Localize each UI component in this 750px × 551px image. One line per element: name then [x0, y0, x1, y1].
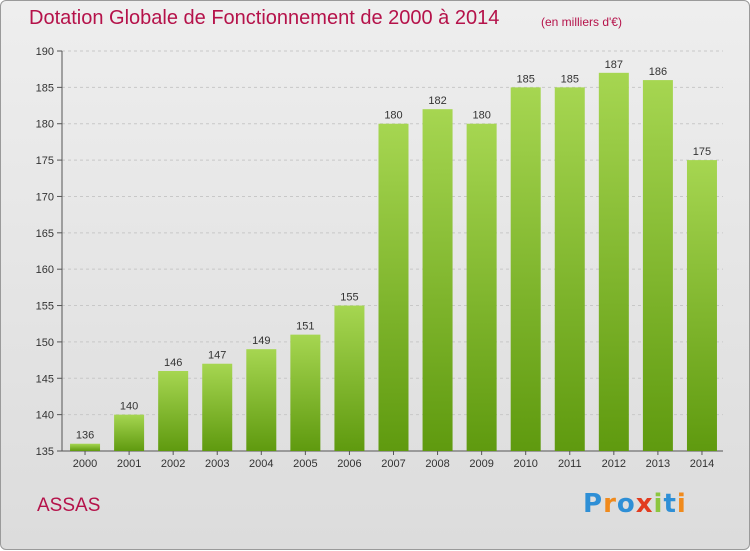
x-tick-label: 2000 — [73, 458, 97, 470]
x-tick-label: 2005 — [293, 458, 317, 470]
x-tick-label: 2008 — [425, 458, 449, 470]
bar — [70, 443, 101, 451]
bar-value-label: 136 — [76, 430, 94, 442]
bar — [158, 371, 189, 451]
labels: 136 140 146 147 149 151 155 180 182 180 185 185 187 1… — [76, 59, 711, 442]
bar-value-label: 186 — [649, 66, 667, 78]
bar — [598, 72, 629, 452]
bar-value-label: 151 — [296, 321, 314, 333]
y-tick-label: 145 — [36, 373, 54, 385]
y-tick-label: 170 — [36, 191, 54, 203]
bar — [202, 363, 233, 451]
bar-value-label: 146 — [164, 357, 182, 369]
x-tick-label: 2002 — [161, 458, 185, 470]
bar-value-label: 182 — [428, 95, 446, 107]
x-tick-label: 2010 — [513, 458, 537, 470]
bar — [334, 305, 365, 451]
bar — [642, 80, 673, 451]
proxiti-logo[interactable]: Proxiti — [583, 489, 687, 519]
chart-subtitle: (en milliers d'€) — [541, 15, 622, 29]
bar-value-label: 180 — [472, 110, 490, 122]
x-tick-label: 2013 — [646, 458, 670, 470]
bar — [466, 123, 497, 452]
bar-value-label: 187 — [605, 59, 623, 71]
x-tick-label: 2011 — [558, 458, 582, 470]
x-tick-label: 2007 — [381, 458, 405, 470]
y-tick-label: 165 — [36, 228, 54, 240]
x-tick-label: 2006 — [337, 458, 361, 470]
x-tick-label: 2012 — [602, 458, 626, 470]
axes: 135 140 145 150 155 160 165 170 175 180 185 190 2000… — [36, 46, 723, 470]
bar — [554, 87, 585, 451]
bar — [290, 334, 321, 451]
chart-title: Dotation Globale de Fonctionnement de 20… — [29, 7, 500, 29]
y-tick-label: 135 — [36, 446, 54, 458]
bars — [70, 72, 717, 452]
y-tick-label: 140 — [36, 410, 54, 422]
bar — [510, 87, 541, 451]
bar — [378, 123, 409, 452]
y-tick-label: 160 — [36, 264, 54, 276]
commune-name: ASSAS — [37, 495, 101, 516]
y-tick-label: 190 — [36, 46, 54, 58]
bar-value-label: 185 — [561, 73, 579, 85]
bar-value-label: 180 — [384, 110, 402, 122]
x-tick-label: 2014 — [690, 458, 714, 470]
x-tick-label: 2009 — [469, 458, 493, 470]
bar — [246, 349, 277, 451]
y-tick-label: 180 — [36, 119, 54, 131]
bar-value-label: 140 — [120, 401, 138, 413]
bar-value-label: 185 — [517, 73, 535, 85]
bar — [114, 414, 145, 451]
bar-value-label: 147 — [208, 350, 226, 362]
x-tick-label: 2003 — [205, 458, 229, 470]
x-tick-label: 2001 — [117, 458, 141, 470]
bar — [422, 109, 453, 451]
y-tick-label: 150 — [36, 337, 54, 349]
y-tick-label: 175 — [36, 155, 54, 167]
bar-value-label: 155 — [340, 292, 358, 304]
y-tick-label: 155 — [36, 301, 54, 313]
x-tick-label: 2004 — [249, 458, 273, 470]
bar-value-label: 175 — [693, 146, 711, 158]
bar-value-label: 149 — [252, 335, 270, 347]
bar — [686, 160, 717, 451]
y-tick-label: 185 — [36, 82, 54, 94]
